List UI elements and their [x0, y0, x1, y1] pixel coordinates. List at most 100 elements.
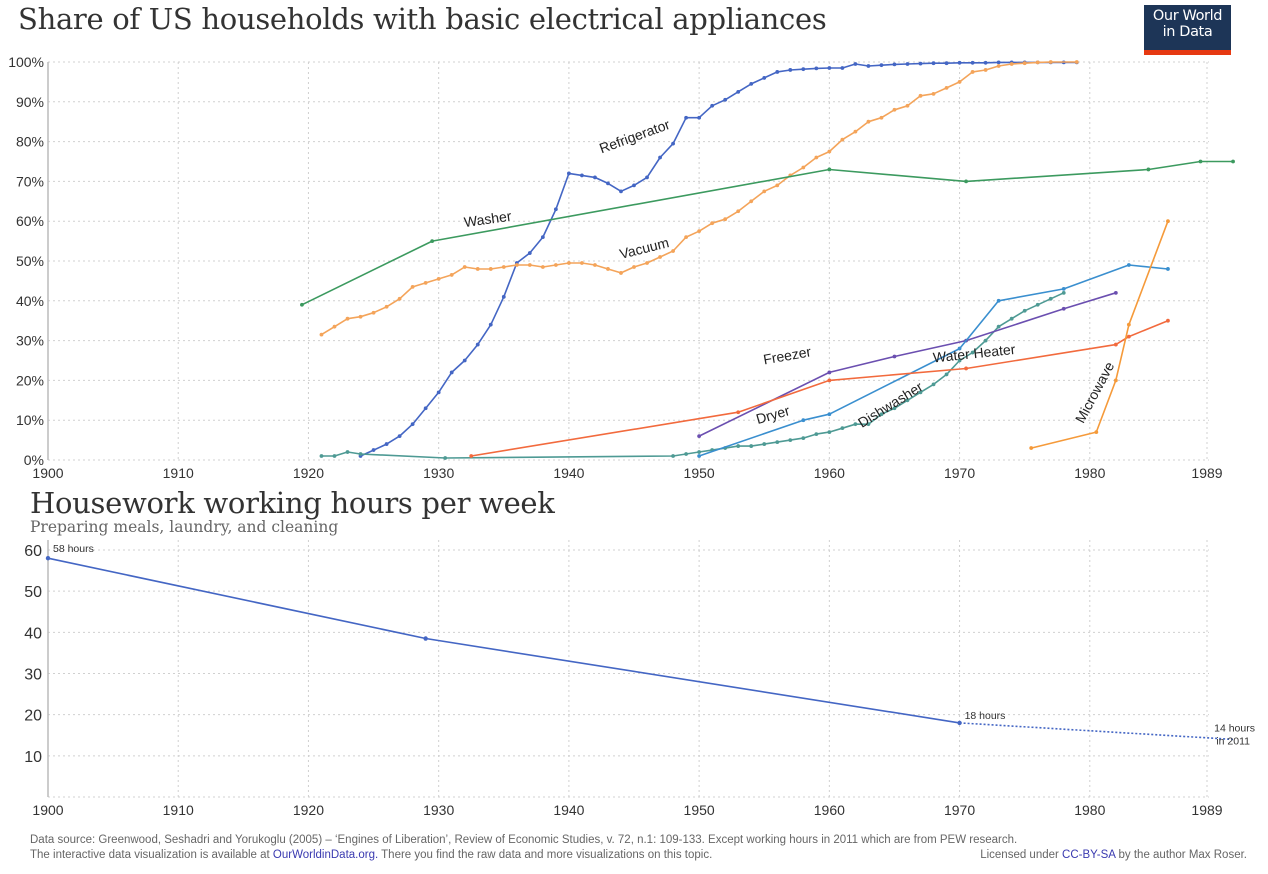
data-point: [827, 149, 832, 154]
data-point: [1061, 306, 1066, 311]
series-label-refrigerator: Refrigerator: [597, 116, 672, 156]
x-tick-label: 1950: [684, 465, 715, 480]
data-point: [853, 62, 858, 66]
y-tick-label: 50: [24, 584, 42, 601]
data-point: [319, 454, 324, 458]
x-tick-label: 1930: [423, 802, 454, 818]
data-point: [345, 316, 350, 321]
data-point: [957, 358, 962, 363]
data-point: [827, 66, 832, 70]
data-point: [957, 80, 962, 84]
data-point: [762, 442, 767, 446]
data-point: [1113, 290, 1118, 295]
data-point: [645, 261, 649, 265]
y-tick-label: 10: [24, 749, 42, 766]
data-point: [475, 342, 480, 347]
x-tick-label: 1960: [814, 802, 845, 818]
data-point: [332, 454, 337, 458]
data-point: [475, 267, 480, 271]
data-point: [540, 235, 545, 240]
data-point: [944, 85, 949, 90]
data-point: [749, 444, 754, 448]
data-point: [1029, 446, 1034, 450]
data-point: [488, 267, 493, 271]
data-point: [1022, 308, 1027, 313]
data-point: [527, 263, 532, 267]
data-point: [736, 444, 741, 448]
data-point: [736, 89, 741, 94]
x-tick-label: 1970: [944, 465, 975, 480]
chart-title-appliances: Share of US households with basic electr…: [18, 2, 827, 36]
y-tick-label: 80%: [16, 134, 44, 150]
data-point: [879, 63, 884, 68]
data-point: [371, 310, 376, 315]
data-point: [658, 255, 662, 259]
data-point: [469, 454, 474, 458]
data-point: [1231, 159, 1235, 164]
data-point: [879, 412, 884, 417]
data-point: [300, 302, 304, 307]
data-point: [436, 277, 441, 281]
data-point: [593, 263, 597, 267]
data-point: [775, 70, 780, 74]
y-tick-label: 30%: [16, 333, 44, 349]
data-point: [983, 338, 988, 343]
data-point: [879, 115, 884, 120]
x-tick-label: 1980: [1074, 465, 1105, 480]
data-point: [632, 265, 636, 269]
series-line-dishwasher: [321, 292, 1065, 459]
series-label-freezer: Freezer: [762, 343, 813, 367]
data-point: [423, 280, 428, 285]
x-tick-label: 1920: [293, 802, 324, 818]
data-point: [723, 217, 728, 222]
data-point: [996, 60, 1001, 65]
data-point: [827, 370, 832, 375]
data-point: [397, 296, 402, 301]
data-point: [801, 67, 806, 72]
data-point: [1035, 60, 1040, 65]
y-tick-label: 60%: [16, 213, 44, 229]
data-point: [684, 115, 689, 120]
data-point: [866, 422, 871, 427]
owid-link[interactable]: OurWorldinData.org.: [272, 849, 379, 861]
license-link[interactable]: CC-BY-SA: [1062, 849, 1116, 861]
data-point: [931, 61, 936, 66]
data-point: [1166, 267, 1170, 271]
data-point: [345, 450, 350, 454]
x-tick-label: 1930: [423, 465, 454, 480]
y-tick-label: 20: [24, 708, 42, 725]
data-point: [645, 175, 649, 180]
data-point: [540, 265, 545, 269]
data-point: [1074, 60, 1079, 64]
series-line-housework: [47, 557, 960, 724]
data-point: [814, 432, 819, 437]
data-point: [964, 179, 968, 184]
series-line-projection: [959, 722, 1234, 741]
y-tick-label: 10%: [16, 412, 44, 428]
annotation-18-hours: 18 hours: [965, 710, 1006, 722]
data-point: [1009, 316, 1014, 321]
data-point: [892, 406, 897, 411]
series-label-washer: Washer: [463, 208, 513, 231]
data-point: [827, 167, 832, 172]
data-point: [996, 64, 1001, 68]
data-point: [1048, 60, 1053, 64]
data-point: [697, 450, 702, 454]
data-point: [801, 165, 806, 170]
owid-logo[interactable]: Our World in Data: [1144, 5, 1231, 55]
data-point: [931, 382, 936, 387]
y-tick-label: 50%: [16, 253, 44, 269]
data-point: [957, 60, 962, 65]
data-point: [892, 107, 897, 112]
data-point: [957, 346, 962, 351]
data-point: [501, 265, 506, 269]
y-tick-label: 90%: [16, 94, 44, 110]
data-point: [801, 436, 806, 441]
data-point: [905, 103, 910, 108]
footer-license: Licensed under CC-BY-SA by the author Ma…: [980, 849, 1247, 861]
data-point: [970, 70, 975, 74]
data-point: [1113, 342, 1118, 347]
x-tick-label: 1940: [553, 465, 584, 480]
annotation-in-2011: in 2011: [1216, 735, 1250, 747]
data-point: [827, 378, 832, 383]
